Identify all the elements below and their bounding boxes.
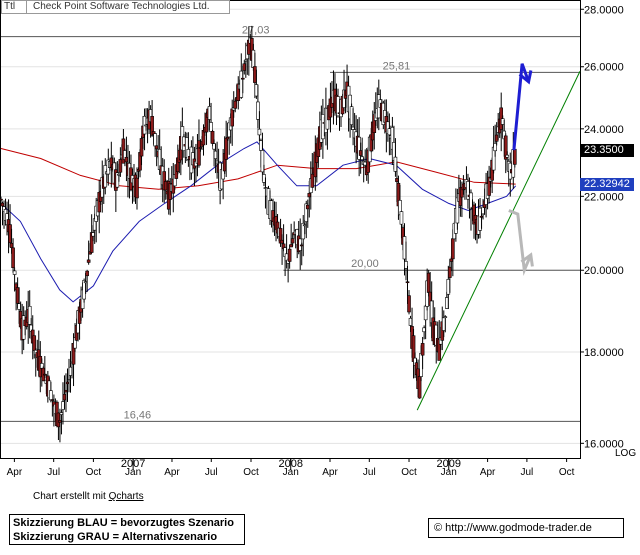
x-tick-label: Apr — [7, 467, 23, 478]
candle-body — [197, 140, 201, 166]
candle-body — [256, 101, 260, 120]
plot-frame — [0, 0, 581, 459]
candle-body — [407, 295, 411, 313]
copyright-symbol: © — [434, 522, 443, 534]
y-tick-label: 26.0000 — [584, 62, 624, 74]
candle-body — [451, 238, 455, 260]
support-trendline — [416, 71, 581, 411]
x-tick-label: Apr — [322, 467, 338, 478]
y-axis: 16.0000 18.0000 20.0000 22.0000 24.0000 26.00… — [580, 4, 636, 459]
candle-body — [443, 316, 448, 318]
x-tick-label: Apr — [480, 467, 496, 478]
y-tick-label: 20.0000 — [584, 265, 624, 277]
scenario-path — [508, 209, 533, 277]
x-tick-label: Jan — [441, 467, 457, 478]
level-lines: 27,03 25,81 20,00 16,46 — [1, 25, 580, 422]
x-year-label: 2007 — [121, 458, 145, 470]
candle-body — [399, 211, 404, 225]
scenario-arrows — [508, 63, 534, 277]
candle-body — [420, 343, 425, 356]
x-tick-label: Oct — [243, 467, 259, 478]
candle-body — [310, 173, 315, 188]
candle-body — [405, 281, 410, 284]
candle-body — [86, 259, 91, 263]
x-tick-label: Apr — [164, 467, 180, 478]
candle-body — [0, 198, 3, 201]
chart-credit: Chart erstellt mit Qcharts — [33, 491, 144, 502]
moving-average-price-tag: 22.32942 — [580, 178, 634, 192]
candle-body — [233, 100, 238, 109]
chart-header: Ttl Check Point Software Technologies Ltd… — [1, 0, 230, 14]
candle-body — [290, 238, 295, 244]
x-tick-label: Jul — [363, 467, 376, 478]
level-label: 25,81 — [383, 60, 411, 72]
candle-body — [11, 247, 15, 268]
x-year-label: 2009 — [437, 458, 461, 470]
x-tick-label: Jan — [125, 467, 141, 478]
y-tick-label: 24.0000 — [584, 124, 624, 136]
candle-body — [135, 177, 139, 199]
candle-body — [12, 270, 17, 275]
x-tick-label: Jul — [205, 467, 218, 478]
x-tick-label: Jul — [47, 467, 60, 478]
ticker-symbol: Ttl — [2, 1, 27, 13]
y-tick-label: 18.0000 — [584, 347, 624, 359]
legend-gray: Skizzierung GRAU = Alternativszenario — [13, 531, 218, 543]
candle-body — [287, 248, 292, 262]
x-tick-label: Jan — [283, 467, 299, 478]
credit-prefix: Chart erstellt mit — [33, 491, 109, 502]
x-tick-label: Oct — [86, 467, 102, 478]
candle-body — [153, 133, 157, 147]
candle-body — [85, 270, 89, 277]
x-year-label: 2008 — [278, 458, 302, 470]
candle-body — [118, 159, 123, 173]
moving-average-line — [0, 148, 516, 190]
x-tick-label: Jul — [520, 467, 533, 478]
candle-body — [404, 261, 408, 269]
scenario-legend: Skizzierung BLAU = bevorzugtes Szenario … — [9, 514, 245, 545]
y-tick-label: 16.0000 — [584, 438, 624, 450]
moving-average-line — [0, 141, 517, 303]
scenario-path — [512, 63, 531, 151]
x-tick-label: Oct — [559, 467, 575, 478]
candle-body — [257, 128, 262, 136]
candle-body — [513, 148, 517, 165]
level-label: 16,46 — [124, 409, 152, 421]
candle-body — [505, 154, 510, 158]
candle-body — [240, 77, 245, 80]
candle-body — [49, 390, 53, 401]
last-price-tag: 23.3500 — [580, 143, 634, 157]
candle-body — [503, 135, 508, 160]
scenario-arrowhead — [520, 252, 534, 267]
x-tick-label: Oct — [401, 467, 417, 478]
source-url[interactable]: © http://www.godmode-trader.de — [428, 518, 624, 538]
moving-averages — [0, 141, 517, 303]
candle-body — [448, 266, 452, 278]
url-text: http://www.godmode-trader.de — [445, 522, 592, 534]
y-tick-label: 22.0000 — [584, 191, 624, 203]
legend-blue: Skizzierung BLAU = bevorzugtes Szenario — [13, 517, 234, 529]
level-label: 20,00 — [351, 258, 379, 270]
qcharts-link[interactable]: Qcharts — [108, 491, 144, 502]
y-axis-scale-label: LOG — [615, 448, 636, 459]
candle-body — [493, 143, 497, 152]
y-tick-label: 28.0000 — [584, 4, 624, 16]
candle-body — [224, 137, 228, 160]
level-label: 27,03 — [242, 25, 270, 37]
candle-body — [150, 116, 154, 136]
candle-body — [27, 306, 32, 325]
company-name: Check Point Software Technologies Ltd. — [33, 1, 210, 12]
candle-body — [260, 150, 265, 173]
trendline — [416, 71, 581, 411]
scenario-arrowhead — [518, 70, 533, 85]
price-candles — [0, 25, 517, 443]
